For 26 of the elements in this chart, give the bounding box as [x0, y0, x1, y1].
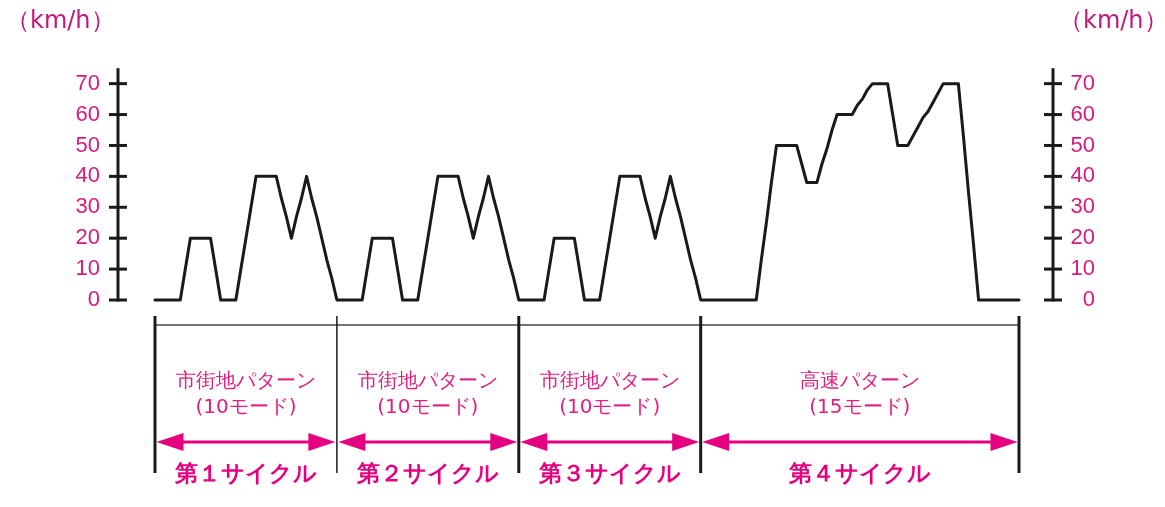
y-tick-label: 70 — [75, 69, 100, 95]
y2-tick-label: 50 — [1070, 131, 1095, 157]
text: 第３サイクル — [537, 460, 682, 487]
text: 第２サイクル — [355, 460, 500, 487]
y2-tick-label: 30 — [1070, 193, 1095, 219]
y2-tick-label: 10 — [1070, 255, 1095, 281]
y2-tick-label: 0 — [1082, 286, 1095, 312]
text: 市街地パターン (10モード) — [538, 367, 681, 419]
text: 高速パターン (15モード) — [798, 367, 921, 419]
text: 第１サイクル — [173, 460, 318, 487]
text: 市街地パターン (10モード) — [356, 367, 499, 419]
y-tick-label: 40 — [75, 162, 100, 188]
y-tick-label: 60 — [75, 100, 100, 126]
text: 第４サイクル — [787, 460, 932, 487]
y-tick-label: 30 — [75, 193, 100, 219]
y2-tick-label: 70 — [1070, 69, 1095, 95]
y2-tick-label: 60 — [1070, 100, 1095, 126]
y2-tick-label: 40 — [1070, 162, 1095, 188]
y-tick-label: 50 — [75, 131, 100, 157]
y2-tick-label: 20 — [1070, 224, 1095, 250]
y2-axis-title: （km/h） — [1059, 5, 1165, 35]
text: 市街地パターン (10モード) — [174, 367, 317, 419]
y-tick-label: 20 — [75, 224, 100, 250]
y-tick-label: 0 — [87, 286, 100, 312]
y-tick-label: 10 — [75, 255, 100, 281]
y-axis-title: （km/h） — [6, 5, 115, 35]
